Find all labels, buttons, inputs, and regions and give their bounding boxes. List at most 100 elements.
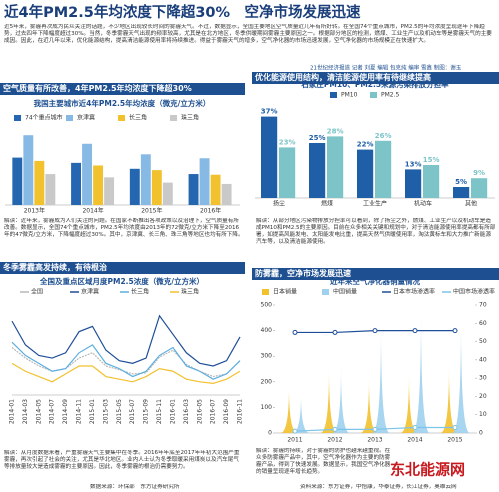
y2-tick-label: 30 — [479, 375, 487, 382]
x-tick-label: 2014-03 — [22, 399, 29, 424]
point — [332, 329, 338, 335]
legend-label: PM10 — [341, 92, 358, 99]
bar — [93, 165, 104, 205]
bar — [199, 158, 210, 205]
x-tick-label: 2016-11 — [237, 399, 244, 424]
chart-title: 全国及重点区域月度PM2.5浓度（微克/立方米） — [39, 276, 204, 286]
data-label: 9% — [473, 169, 485, 177]
legend-swatch — [322, 289, 329, 295]
data-label: 15% — [423, 156, 440, 164]
x-tick-label: 扬尘 — [273, 200, 285, 208]
point — [292, 329, 298, 335]
line — [11, 341, 241, 380]
x-tick-label: 2015-03 — [102, 399, 109, 424]
source: 数据来源：环保部 东方证券研究所 — [90, 484, 180, 490]
y-tick-label: 300 — [261, 353, 273, 360]
note: 解读：雾霾的持续，对于雾霾的防护也越来越重视。在众多防雾霾产品中，其中，空气净化… — [256, 448, 391, 475]
bar — [188, 174, 199, 205]
legend-label: 珠三角 — [181, 114, 199, 122]
x-tick-label: 2015-11 — [156, 399, 163, 424]
legend-swatch — [370, 92, 377, 98]
data-label: 23% — [279, 138, 296, 146]
data-label: 37% — [261, 108, 278, 116]
data-label: 22% — [357, 141, 374, 149]
y2-tick-label: 70 — [479, 302, 487, 309]
page-title: 近4年PM2.5年均浓度下降超30% 空净市场发展迅速 — [4, 3, 361, 21]
line — [11, 362, 241, 384]
legend-label: 中国市场渗透率 — [453, 288, 495, 296]
x-tick-label: 2016-07 — [210, 399, 217, 424]
data-label: 13% — [405, 160, 422, 168]
bar — [34, 160, 45, 205]
chart-title: 近年来空气净化器销量情况 — [330, 276, 420, 286]
bar — [471, 178, 488, 198]
line — [11, 314, 241, 367]
point — [372, 328, 378, 334]
x-tick-label: 2014 — [407, 437, 422, 444]
legend-label: 74个重点城市 — [25, 114, 63, 122]
section-header: 防雾霾，空净市场发展迅速 — [252, 268, 499, 280]
x-tick-label: 2014年 — [82, 207, 103, 215]
bar — [320, 369, 338, 433]
x-tick-label: 2014-09 — [62, 399, 69, 424]
x-tick-label: 2016-05 — [196, 399, 203, 424]
y-tick-label: 500 — [261, 302, 273, 309]
x-tick-label: 2016-01 — [169, 399, 176, 424]
section-header: 空气质量有所改善，4年PM2.5年均浓度下降超30% — [0, 83, 245, 95]
legend-swatch — [14, 115, 21, 121]
bar — [360, 377, 378, 433]
legend-label: 珠三角 — [181, 288, 199, 296]
data-label: 28% — [327, 127, 344, 135]
x-tick-label: 2014-01 — [9, 399, 16, 424]
bar — [210, 174, 221, 205]
x-tick-label: 2015年 — [141, 207, 162, 215]
bar — [71, 162, 82, 205]
x-tick-label: 2015-09 — [143, 399, 150, 424]
bar — [221, 183, 232, 205]
legend-label: 日本市场渗透率 — [393, 288, 435, 296]
bar — [327, 136, 344, 198]
x-tick-label: 2015-05 — [116, 399, 123, 424]
x-tick-label: 2016年 — [200, 207, 221, 215]
x-tick-label: 2014-07 — [49, 399, 56, 424]
note: 解读：从月度数据来看，严重雾霾天气主要集中在冬季。2016年年底至2017年年初… — [4, 450, 240, 470]
bar — [151, 170, 162, 205]
x-tick-label: 工业生产 — [363, 200, 387, 208]
x-tick-label: 燃煤 — [321, 200, 333, 208]
legend-label: 全国 — [31, 288, 43, 296]
chart-title: 石家庄PM10、PM2.5来源污染排放分担率 — [300, 79, 449, 89]
bar — [375, 140, 392, 198]
intro: 近5年来，雾霾再次成为民众关注的话题，不少地区出现较长时间的雾霾天气。不过，数据… — [4, 24, 492, 44]
y-tick-label: 0 — [268, 430, 272, 437]
bar — [405, 169, 422, 198]
data-label: 5% — [455, 178, 467, 186]
bar — [332, 366, 350, 433]
bar — [45, 174, 56, 205]
y-tick-label: 100 — [261, 404, 273, 411]
x-tick-label: 2016-03 — [183, 399, 190, 424]
bar — [279, 147, 296, 198]
point — [452, 425, 458, 431]
bar — [452, 320, 470, 433]
point — [412, 328, 418, 334]
bar — [309, 143, 326, 198]
point — [332, 426, 338, 432]
x-tick-label: 2014-05 — [35, 399, 42, 424]
bar — [12, 157, 23, 205]
x-tick-label: 2013 — [367, 437, 382, 444]
legend-label: 长三角 — [129, 114, 147, 122]
y-tick-label: 400 — [261, 327, 273, 334]
section-header: 冬季雾霾高发持续，有待根治 — [0, 262, 245, 274]
bar — [140, 154, 151, 205]
y-tick-label: 200 — [261, 378, 273, 385]
bar — [440, 366, 458, 433]
point — [292, 428, 298, 434]
legend-label: 京津冀 — [77, 114, 95, 122]
bar — [280, 386, 298, 433]
bar — [129, 168, 140, 205]
note: 解读：从部分地区污染物排放分担率可以看到，除了扬尘之外，燃煤、工业生产以及机动车… — [256, 218, 496, 245]
y2-tick-label: 40 — [479, 356, 487, 363]
y2-tick-label: 20 — [479, 393, 487, 400]
bar — [82, 143, 93, 205]
bar — [23, 135, 34, 205]
